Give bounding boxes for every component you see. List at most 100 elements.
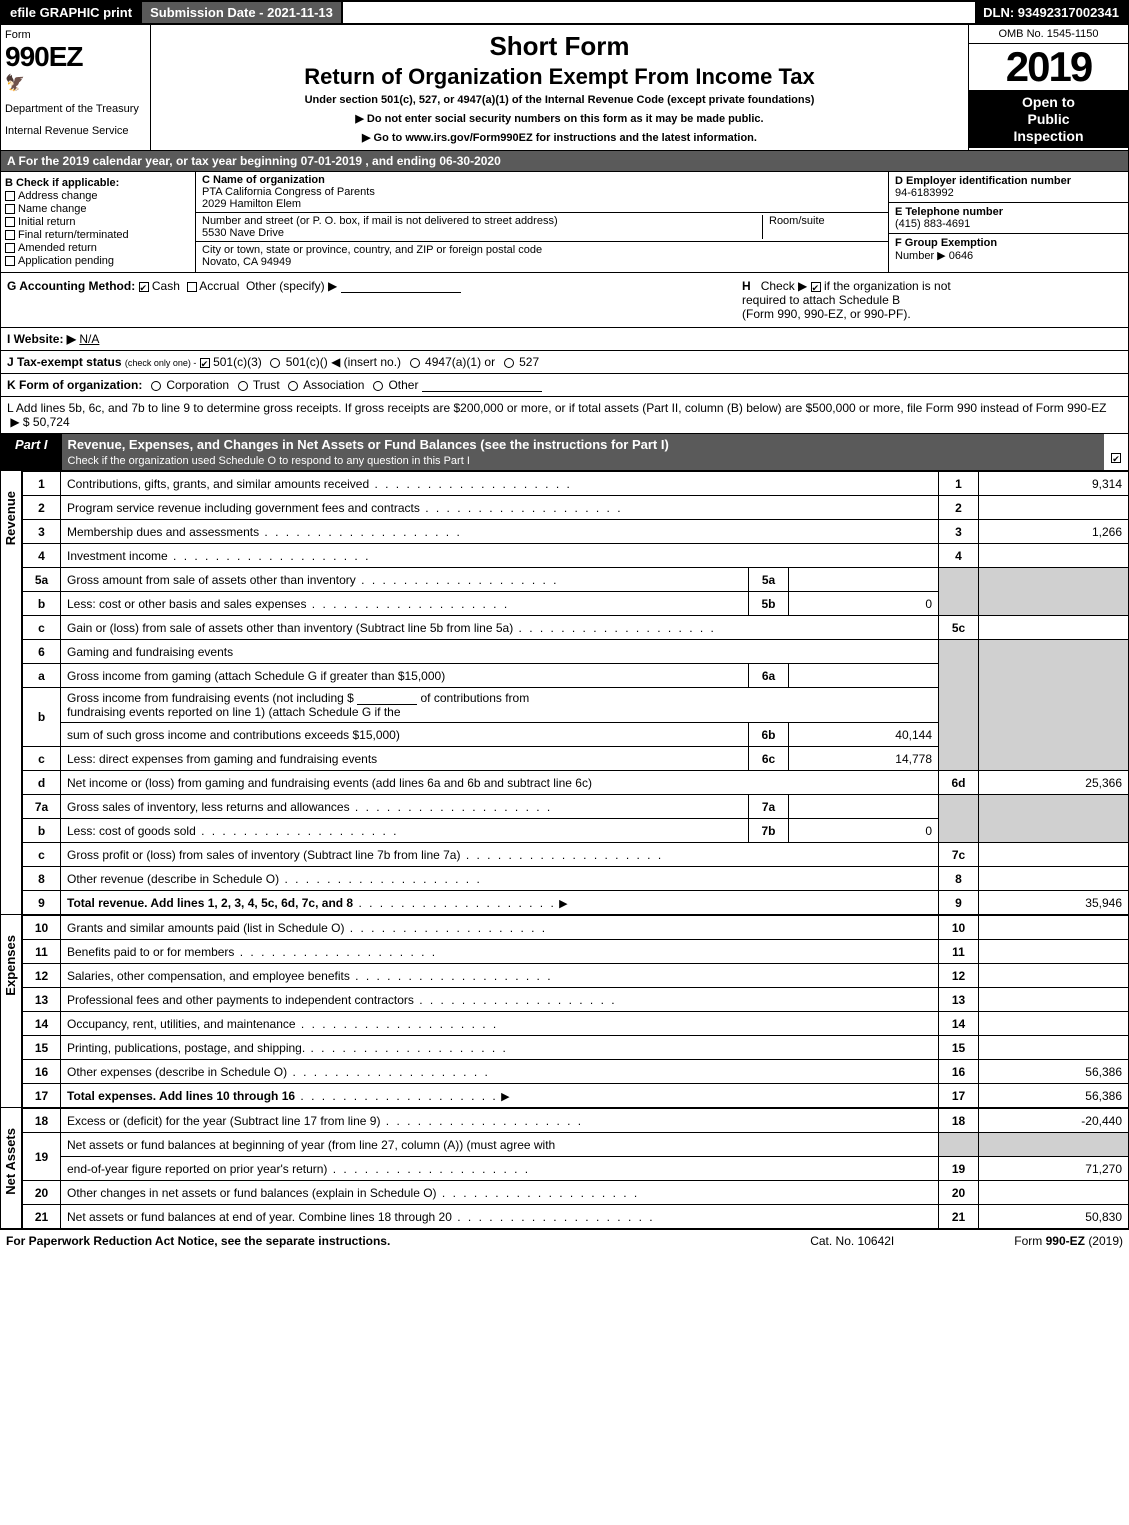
other-specify-field[interactable]: [341, 279, 461, 293]
table-row: 16Other expenses (describe in Schedule O…: [23, 1060, 1129, 1084]
table-row: 17Total expenses. Add lines 10 through 1…: [23, 1084, 1129, 1108]
other-label: Other (specify) ▶: [246, 279, 337, 293]
chk-501c3[interactable]: [200, 358, 210, 368]
topbar: efile GRAPHIC print Submission Date - 20…: [0, 0, 1129, 25]
table-row: 8Other revenue (describe in Schedule O)8: [23, 867, 1129, 891]
open-line3: Inspection: [973, 128, 1124, 145]
table-row: 18Excess or (deficit) for the year (Subt…: [23, 1109, 1129, 1133]
net-assets-section: Net Assets 18Excess or (deficit) for the…: [0, 1108, 1129, 1229]
ein-value: 94-6183992: [895, 187, 1122, 199]
part-i-header-row: Part I Revenue, Expenses, and Changes in…: [0, 434, 1129, 471]
h-check-text: Check ▶: [761, 279, 808, 293]
j-label: J Tax-exempt status: [7, 355, 122, 369]
corp-label: Corporation: [166, 378, 229, 392]
l-amount: ▶ $ 50,724: [10, 415, 69, 429]
501c-insert: ) ◀ (insert no.): [324, 355, 401, 369]
table-row: 2Program service revenue including gover…: [23, 496, 1129, 520]
submission-date-button[interactable]: Submission Date - 2021-11-13: [142, 2, 343, 23]
table-row: 19Net assets or fund balances at beginni…: [23, 1133, 1129, 1157]
net-assets-vertical-label: Net Assets: [0, 1108, 22, 1229]
4947-label: 4947(a)(1) or: [425, 355, 495, 369]
tel-label: E Telephone number: [895, 206, 1122, 218]
open-line2: Public: [973, 111, 1124, 128]
radio-501c[interactable]: [270, 358, 280, 368]
chk-schedule-b-not-required[interactable]: [811, 282, 821, 292]
chk-accrual[interactable]: [187, 282, 197, 292]
dln-label: DLN: 93492317002341: [975, 2, 1127, 23]
note-no-ssn: ▶ Do not enter social security numbers o…: [157, 112, 962, 125]
table-row: 13Professional fees and other payments t…: [23, 988, 1129, 1012]
j-note: (check only one) -: [125, 358, 197, 368]
revenue-section: Revenue 1Contributions, gifts, grants, a…: [0, 471, 1129, 915]
501c3-label: 501(c)(3): [213, 355, 262, 369]
radio-association[interactable]: [288, 381, 298, 391]
room-suite-label: Room/suite: [762, 215, 882, 239]
footer-paperwork-notice: For Paperwork Reduction Act Notice, see …: [6, 1234, 390, 1248]
note-goto-link[interactable]: ▶ Go to www.irs.gov/Form990EZ for instru…: [157, 131, 962, 144]
chk-final-return[interactable]: Final return/terminated: [5, 229, 191, 241]
chk-cash[interactable]: [139, 282, 149, 292]
chk-application-pending[interactable]: Application pending: [5, 255, 191, 267]
table-row: 4Investment income4: [23, 544, 1129, 568]
part-i-subtitle: Check if the organization used Schedule …: [68, 455, 470, 467]
table-row: 14Occupancy, rent, utilities, and mainte…: [23, 1012, 1129, 1036]
trust-label: Trust: [253, 378, 280, 392]
radio-4947[interactable]: [410, 358, 420, 368]
chk-address-change[interactable]: Address change: [5, 190, 191, 202]
title-subtitle: Under section 501(c), 527, or 4947(a)(1)…: [157, 94, 962, 106]
527-label: 527: [519, 355, 539, 369]
dept-irs: Internal Revenue Service: [5, 125, 146, 137]
table-row: cGain or (loss) from sale of assets othe…: [23, 616, 1129, 640]
radio-527[interactable]: [504, 358, 514, 368]
org-name-1: PTA California Congress of Parents: [202, 186, 375, 198]
net-assets-table: 18Excess or (deficit) for the year (Subt…: [22, 1108, 1129, 1229]
section-def: D Employer identification number 94-6183…: [888, 172, 1128, 272]
line-k-form-of-org: K Form of organization: Corporation Trus…: [0, 374, 1129, 397]
table-row: 10Grants and similar amounts paid (list …: [23, 916, 1129, 940]
501c-label: 501(c)(: [286, 355, 324, 369]
table-row: 20Other changes in net assets or fund ba…: [23, 1181, 1129, 1205]
title-main: Return of Organization Exempt From Incom…: [157, 64, 962, 90]
tax-year: 2019: [969, 44, 1128, 90]
open-line1: Open to: [973, 94, 1124, 111]
radio-corporation[interactable]: [151, 381, 161, 391]
chk-name-change[interactable]: Name change: [5, 203, 191, 215]
radio-other-org[interactable]: [373, 381, 383, 391]
chk-initial-return[interactable]: Initial return: [5, 216, 191, 228]
group-exemption-label: F Group Exemption: [895, 237, 1122, 249]
line-l-gross-receipts: L Add lines 5b, 6c, and 7b to line 9 to …: [0, 397, 1129, 434]
h-label: H: [742, 279, 751, 293]
header-title-block: Short Form Return of Organization Exempt…: [151, 25, 968, 150]
efile-print-button[interactable]: efile GRAPHIC print: [2, 2, 142, 23]
radio-trust[interactable]: [238, 381, 248, 391]
k-label: K Form of organization:: [7, 378, 142, 392]
cash-label: Cash: [152, 279, 180, 293]
part-i-schedule-o-check[interactable]: [1104, 434, 1128, 470]
section-b-title: B Check if applicable:: [5, 177, 191, 189]
accounting-method: G Accounting Method: Cash Accrual Other …: [7, 279, 742, 321]
g-label: G Accounting Method:: [7, 279, 135, 293]
city-value: Novato, CA 94949: [202, 256, 542, 268]
h-text4: (Form 990, 990-EZ, or 990-PF).: [742, 307, 911, 321]
line-i-website: I Website: ▶ N/A: [0, 328, 1129, 351]
website-label: I Website: ▶: [7, 332, 76, 346]
l-text: L Add lines 5b, 6c, and 7b to line 9 to …: [7, 401, 1106, 415]
other-org-field[interactable]: [422, 378, 542, 392]
omb-number: OMB No. 1545-1150: [969, 25, 1128, 44]
org-name-label: C Name of organization: [202, 174, 375, 186]
header-right-col: OMB No. 1545-1150 2019 Open to Public In…: [968, 25, 1128, 150]
table-row: 7aGross sales of inventory, less returns…: [23, 795, 1129, 819]
title-short-form: Short Form: [157, 31, 962, 62]
h-text3: required to attach Schedule B: [742, 293, 900, 307]
footer-form-ref: Form 990-EZ (2019): [1014, 1234, 1123, 1248]
website-value: N/A: [79, 332, 99, 346]
table-row: 12Salaries, other compensation, and empl…: [23, 964, 1129, 988]
header-left-col: Form 990EZ 🦅 Department of the Treasury …: [1, 25, 151, 150]
page-footer: For Paperwork Reduction Act Notice, see …: [0, 1229, 1129, 1252]
chk-amended-return[interactable]: Amended return: [5, 242, 191, 254]
expenses-section: Expenses 10Grants and similar amounts pa…: [0, 915, 1129, 1108]
other-org-label: Other: [388, 378, 418, 392]
table-row: 9Total revenue. Add lines 1, 2, 3, 4, 5c…: [23, 891, 1129, 915]
section-b-checkboxes: B Check if applicable: Address change Na…: [1, 172, 196, 272]
table-row: end-of-year figure reported on prior yea…: [23, 1157, 1129, 1181]
